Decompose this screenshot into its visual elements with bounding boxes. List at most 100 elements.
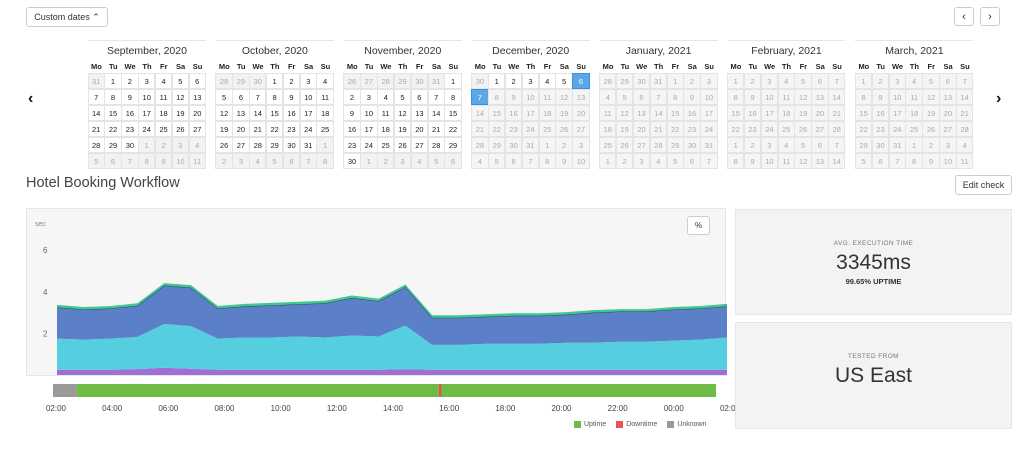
calendar-day[interactable]: 4 [249,152,267,169]
calendar-day[interactable]: 24 [299,120,317,137]
calendar-day[interactable]: 1 [444,72,462,89]
calendar-day[interactable]: 6 [410,88,429,105]
calendar-day[interactable]: 6 [232,88,250,105]
calendar-day[interactable]: 27 [188,120,206,137]
calendar-day[interactable]: 15 [444,104,462,121]
calendar-day[interactable]: 8 [316,152,334,169]
calendar-day[interactable]: 30 [249,72,267,89]
calendar-day[interactable]: 3 [232,152,250,169]
prev-range-button[interactable]: ‹ [954,7,974,26]
calendar-day[interactable]: 5 [555,72,573,89]
calendar-day[interactable]: 25 [316,120,334,137]
calendar-day[interactable]: 7 [121,152,139,169]
calendar-day[interactable]: 19 [215,120,233,137]
calendar-day[interactable]: 14 [427,104,445,121]
calendar-day[interactable]: 1 [265,72,284,89]
calendar-day[interactable]: 28 [377,72,395,89]
calendar-day[interactable]: 4 [188,136,206,153]
calendar-day[interactable]: 2 [121,72,139,89]
calendar-day[interactable]: 4 [316,72,334,89]
calendar-day[interactable]: 15 [104,104,122,121]
calendar-day[interactable]: 10 [360,104,378,121]
calendar-day[interactable]: 6 [104,152,122,169]
calendar-day[interactable]: 12 [215,104,233,121]
calendar-day[interactable]: 19 [393,120,412,137]
calendar-day[interactable]: 3 [138,72,156,89]
calendar-day[interactable]: 1 [316,136,334,153]
calendar-day[interactable]: 7 [427,88,445,105]
calendar-day[interactable]: 6 [188,72,206,89]
calendar-day[interactable]: 31 [87,72,105,89]
calendar-day[interactable]: 26 [171,120,190,137]
calendar-day[interactable]: 26 [215,136,233,153]
calendar-day[interactable]: 11 [316,88,334,105]
calendar-day[interactable]: 8 [444,88,462,105]
calendar-day[interactable]: 25 [154,120,173,137]
calendar-day[interactable]: 11 [154,88,173,105]
calendar-day[interactable]: 6 [282,152,301,169]
calendar-day[interactable]: 29 [444,136,462,153]
calendar-day[interactable]: 30 [410,72,429,89]
calendar-day[interactable]: 8 [265,88,284,105]
calendar-day[interactable]: 16 [121,104,139,121]
calendar-day[interactable]: 18 [154,104,173,121]
calendar-day[interactable]: 9 [282,88,301,105]
calendar-day[interactable]: 18 [377,120,395,137]
calendar-day[interactable]: 31 [299,136,317,153]
calendar-day[interactable]: 3 [299,72,317,89]
calendar-day[interactable]: 5 [427,152,445,169]
calendar-day[interactable]: 14 [249,104,267,121]
calendar-day[interactable]: 1 [138,136,156,153]
calendar-day[interactable]: 24 [138,120,156,137]
calendar-day[interactable]: 7 [299,152,317,169]
calendar-day[interactable]: 27 [360,72,378,89]
calendar-day[interactable]: 1 [104,72,122,89]
calendar-day[interactable]: 23 [343,136,361,153]
calendar-day[interactable]: 2 [377,152,395,169]
calendar-day[interactable]: 21 [249,120,267,137]
calendar-day[interactable]: 5 [215,88,233,105]
calendar-day[interactable]: 12 [171,88,190,105]
next-range-button[interactable]: › [980,7,1000,26]
calendar-day[interactable]: 2 [343,88,361,105]
calendar-day[interactable]: 30 [471,72,489,89]
calendar-day[interactable]: 16 [282,104,301,121]
calendar-day[interactable]: 22 [265,120,284,137]
calendar-day[interactable]: 8 [138,152,156,169]
calendar-day[interactable]: 28 [249,136,267,153]
calendar-day[interactable]: 7 [87,88,105,105]
calendar-day[interactable]: 3 [360,88,378,105]
calendar-day[interactable]: 1 [360,152,378,169]
calendar-day[interactable]: 5 [265,152,284,169]
percent-toggle-button[interactable]: % [687,216,710,235]
calendar-day[interactable]: 9 [154,152,173,169]
calendar-day[interactable]: 28 [215,72,233,89]
calendar-day[interactable]: 26 [393,136,412,153]
calendar-day[interactable]: 30 [121,136,139,153]
calendar-day[interactable]: 8 [104,88,122,105]
calendar-day[interactable]: 2 [154,136,173,153]
calendar-day[interactable]: 29 [232,72,250,89]
calendar-next-arrow-icon[interactable]: › [996,90,1002,107]
calendar-day[interactable]: 21 [87,120,105,137]
custom-dates-button[interactable]: Custom dates ⌃ [26,7,108,27]
calendar-day[interactable]: 17 [299,104,317,121]
calendar-day[interactable]: 5 [393,88,412,105]
calendar-day[interactable]: 5 [171,72,190,89]
calendar-day[interactable]: 3 [521,72,540,89]
calendar-day[interactable]: 27 [232,136,250,153]
calendar-day[interactable]: 4 [377,88,395,105]
calendar-day[interactable]: 2 [215,152,233,169]
calendar-day[interactable]: 22 [444,120,462,137]
calendar-day[interactable]: 16 [343,120,361,137]
calendar-day[interactable]: 19 [171,104,190,121]
calendar-day[interactable]: 13 [188,88,206,105]
calendar-day[interactable]: 10 [138,88,156,105]
calendar-day[interactable]: 13 [410,104,429,121]
calendar-day[interactable]: 20 [232,120,250,137]
calendar-day[interactable]: 1 [488,72,506,89]
calendar-day[interactable]: 22 [104,120,122,137]
calendar-day[interactable]: 3 [171,136,190,153]
calendar-day[interactable]: 10 [299,88,317,105]
calendar-day[interactable]: 4 [538,72,556,89]
